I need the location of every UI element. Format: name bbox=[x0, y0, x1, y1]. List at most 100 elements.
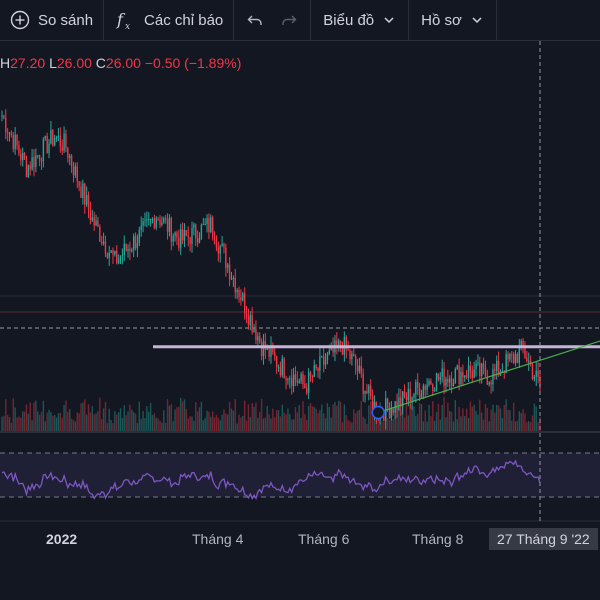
candle-body bbox=[78, 181, 80, 187]
candle-body bbox=[40, 160, 43, 162]
volume-bar bbox=[125, 415, 127, 431]
volume-bar bbox=[225, 413, 227, 431]
undo-button[interactable] bbox=[234, 0, 272, 40]
volume-bar bbox=[497, 405, 500, 431]
candle-body bbox=[243, 293, 246, 313]
volume-bar bbox=[232, 410, 235, 431]
candle-body bbox=[336, 340, 338, 347]
volume-bar bbox=[464, 416, 466, 431]
volume-bar bbox=[211, 411, 214, 431]
volume-bar bbox=[10, 422, 13, 431]
candle-body bbox=[44, 135, 46, 139]
candle-body bbox=[473, 369, 475, 378]
candle-body bbox=[465, 375, 468, 378]
volume-bar bbox=[296, 412, 299, 431]
candle-body bbox=[401, 391, 404, 407]
candle-body bbox=[127, 248, 129, 251]
candle-body bbox=[255, 329, 257, 341]
candle-body bbox=[405, 397, 408, 401]
candle-body bbox=[439, 377, 442, 380]
volume-bar bbox=[526, 422, 528, 431]
volume-bar bbox=[116, 414, 118, 431]
volume-bar bbox=[97, 411, 99, 431]
candle-body bbox=[183, 229, 186, 241]
candle-body bbox=[497, 360, 500, 376]
candle-body bbox=[511, 354, 513, 356]
volume-bar bbox=[52, 415, 54, 431]
price-chart[interactable] bbox=[0, 41, 600, 522]
candle-body bbox=[259, 336, 261, 343]
volume-bar bbox=[394, 414, 396, 431]
volume-bar bbox=[418, 403, 421, 431]
volume-bar bbox=[529, 422, 532, 431]
volume-bar bbox=[460, 416, 462, 431]
time-axis[interactable]: 2022 Tháng 4 Tháng 6 Tháng 8 27 Tháng 9 … bbox=[0, 522, 600, 562]
volume-bar bbox=[172, 421, 174, 431]
volume-bar bbox=[91, 406, 93, 431]
candle-body bbox=[454, 369, 457, 384]
candle-body bbox=[132, 236, 135, 250]
candle-body bbox=[428, 380, 430, 385]
volume-bar bbox=[253, 406, 255, 431]
volume-bar bbox=[330, 417, 332, 431]
volume-bar bbox=[420, 404, 423, 431]
candle-body bbox=[142, 221, 144, 226]
volume-bar bbox=[338, 400, 340, 431]
volume-bar bbox=[12, 398, 14, 431]
volume-bar bbox=[82, 402, 84, 431]
candle-body bbox=[304, 384, 306, 389]
candle-body bbox=[302, 373, 304, 385]
volume-bar bbox=[27, 413, 30, 431]
candle-body bbox=[85, 195, 88, 205]
volume-bar bbox=[353, 409, 355, 431]
profile-menu-button[interactable]: Hồ sơ bbox=[409, 0, 496, 40]
compare-button[interactable]: So sánh bbox=[0, 0, 103, 40]
candle-body bbox=[257, 336, 259, 341]
candle-body bbox=[228, 264, 231, 280]
volume-bar bbox=[539, 417, 541, 431]
candle-body bbox=[61, 146, 63, 151]
candle-body bbox=[202, 224, 204, 226]
candle-body bbox=[80, 186, 82, 198]
volume-bar bbox=[178, 406, 180, 431]
candle-body bbox=[354, 356, 357, 366]
candle-body bbox=[531, 364, 534, 379]
candle-body bbox=[18, 145, 20, 154]
candle-body bbox=[368, 385, 370, 394]
volume-bar bbox=[298, 404, 300, 431]
indicators-button[interactable]: f x Các chỉ báo bbox=[104, 0, 233, 40]
volume-bar bbox=[503, 404, 505, 431]
rsi-line bbox=[1, 459, 541, 500]
volume-bar bbox=[479, 399, 481, 431]
chart-menu-label: Biểu đồ bbox=[323, 11, 375, 29]
volume-bar bbox=[490, 409, 492, 431]
volume-bar bbox=[89, 412, 92, 431]
candle-body bbox=[116, 250, 118, 264]
volume-bar bbox=[426, 421, 428, 431]
volume-bar bbox=[50, 411, 52, 431]
toolbar-divider bbox=[495, 0, 497, 40]
volume-bar bbox=[76, 412, 78, 431]
candle-body bbox=[57, 135, 60, 137]
candle-body bbox=[522, 340, 524, 348]
volume-bar bbox=[505, 399, 507, 431]
candle-body bbox=[480, 363, 483, 377]
volume-bar bbox=[356, 410, 359, 431]
volume-bar bbox=[411, 405, 413, 431]
candle-body bbox=[242, 293, 244, 301]
redo-button[interactable] bbox=[272, 0, 310, 40]
candle-body bbox=[219, 245, 221, 254]
candle-body bbox=[464, 375, 466, 378]
volume-bar bbox=[21, 411, 24, 431]
volume-bar bbox=[121, 418, 124, 431]
volume-bar bbox=[452, 421, 455, 431]
candle-body bbox=[268, 345, 270, 357]
volume-bar bbox=[170, 404, 173, 431]
candle-body bbox=[174, 232, 176, 236]
volume-bar bbox=[215, 414, 218, 431]
volume-bar bbox=[415, 415, 417, 431]
candle-body bbox=[306, 388, 308, 393]
volume-bar bbox=[360, 400, 362, 431]
chart-menu-button[interactable]: Biểu đồ bbox=[311, 0, 408, 40]
volume-bar bbox=[424, 410, 426, 431]
